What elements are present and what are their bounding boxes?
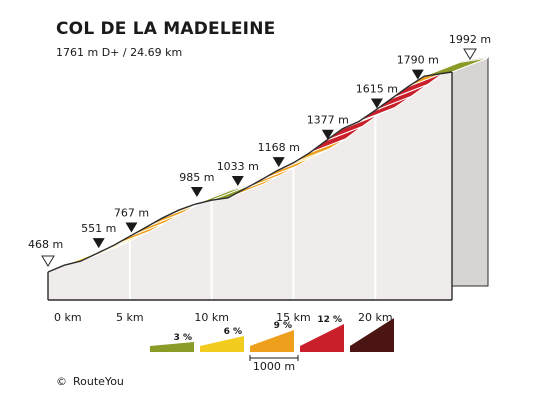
legend-bar-1	[150, 346, 194, 352]
summit-elevation-label: 1992 m	[449, 33, 491, 46]
waypoint-marker-icon	[411, 69, 424, 80]
legend-bar-3	[250, 346, 294, 352]
start-marker-icon	[41, 255, 55, 267]
x-tick-label-2: 10 km	[194, 311, 229, 324]
copyright-icon: ©	[56, 375, 67, 388]
credit: © RouteYou	[56, 375, 124, 388]
waypoint-label-3: 985 m	[179, 171, 214, 184]
waypoint-marker-icon	[370, 98, 383, 109]
waypoint-label-2: 767 m	[114, 206, 149, 219]
legend-bar-2	[200, 346, 244, 352]
waypoint-label-4: 1033 m	[217, 160, 259, 173]
waypoint-label-1: 551 m	[81, 222, 116, 235]
legend-swatch-4	[300, 324, 344, 346]
legend-label-3: 9 %	[274, 321, 292, 331]
waypoint-label-7: 1615 m	[356, 82, 398, 95]
profile-outline	[47, 71, 453, 273]
credit-text: RouteYou	[73, 375, 124, 388]
waypoint-marker-icon	[92, 238, 105, 249]
chart-title: COL DE LA MADELEINE	[56, 19, 276, 39]
legend-label-2: 6 %	[224, 327, 242, 337]
legend-label-4: 12 %	[317, 315, 342, 325]
chart-subtitle: 1761 m D+ / 24.69 km	[56, 46, 183, 59]
waypoint-label-6: 1377 m	[307, 114, 349, 127]
legend-bar-5	[350, 346, 394, 352]
legend-swatch-3	[250, 330, 294, 346]
legend-label-1: 3 %	[174, 333, 192, 343]
x-tick-label-3: 15 km	[276, 311, 311, 324]
waypoint-label-8: 1790 m	[397, 54, 439, 67]
summit-marker-icon	[463, 48, 477, 60]
waypoint-marker-icon	[321, 129, 334, 140]
scale-bar-label: 1000 m	[253, 360, 295, 373]
legend-swatch-2	[200, 336, 244, 346]
x-tick-label-1: 5 km	[116, 311, 144, 324]
x-tick-label-0: 0 km	[54, 311, 82, 324]
legend-bar-4	[300, 346, 344, 352]
waypoint-marker-icon	[231, 176, 244, 187]
legend-swatch-1	[150, 342, 194, 346]
waypoint-marker-icon	[190, 187, 203, 198]
x-tick-label-4: 20 km	[358, 311, 393, 324]
waypoint-marker-icon	[125, 222, 138, 233]
legend-swatch-5	[350, 318, 394, 346]
waypoint-marker-icon	[272, 157, 285, 168]
start-elevation-label: 468 m	[28, 238, 63, 251]
waypoint-label-5: 1168 m	[258, 141, 300, 154]
